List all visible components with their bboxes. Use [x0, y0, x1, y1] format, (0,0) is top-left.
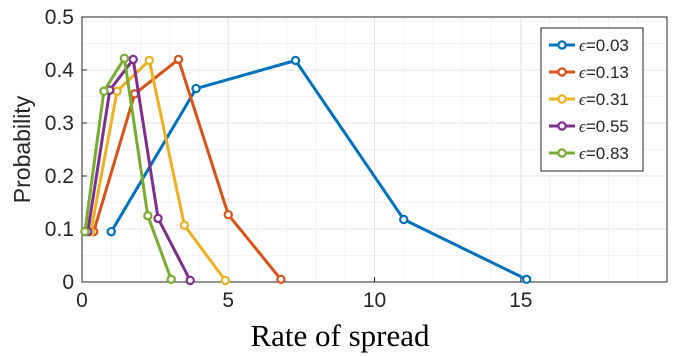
legend-label: ϵ=0.13	[579, 63, 629, 82]
x-axis-label: Rate of spread	[250, 318, 430, 353]
data-point	[521, 274, 532, 285]
data-point	[143, 211, 153, 221]
legend-marker	[557, 148, 567, 158]
data-point	[191, 83, 201, 94]
legend-item: ϵ=0.03	[549, 36, 629, 55]
legend-marker	[557, 40, 567, 50]
data-point	[276, 274, 286, 285]
data-point	[179, 220, 190, 230]
legend-item: ϵ=0.83	[549, 144, 629, 163]
data-point	[119, 53, 130, 64]
y-tick-label: 0.5	[45, 6, 74, 29]
x-tick-label: 15	[509, 289, 532, 312]
data-point	[166, 274, 176, 285]
data-point	[399, 214, 409, 225]
legend-label: ϵ=0.55	[579, 117, 629, 136]
y-axis-ticks: 0 0.1 0.2 0.3 0.4 0.5	[45, 6, 87, 294]
series-line	[92, 57, 283, 281]
legend-label: ϵ=0.03	[579, 36, 629, 55]
data-point	[173, 54, 184, 65]
y-tick-label: 0.2	[45, 165, 74, 188]
legend-item: ϵ=0.55	[549, 117, 629, 136]
data-point	[220, 275, 231, 286]
data-point	[112, 86, 122, 96]
y-axis-label: Probability	[9, 95, 35, 203]
series-1	[106, 55, 532, 285]
data-point	[185, 275, 195, 286]
y-tick-label: 0.3	[45, 112, 74, 135]
y-tick-label: 0.1	[45, 218, 74, 241]
legend-marker	[557, 67, 567, 77]
y-tick-label: 0.4	[45, 59, 75, 82]
data-point	[153, 213, 163, 224]
data-point	[128, 54, 138, 65]
legend-marker	[557, 94, 567, 104]
legend: ϵ=0.03 ϵ=0.13 ϵ=0.31 ϵ=0.55 ϵ=0.83	[540, 27, 644, 172]
data-point	[223, 209, 233, 220]
data-point	[290, 55, 301, 66]
x-tick-label: 10	[363, 289, 386, 312]
data-point	[106, 226, 116, 237]
y-tick-label: 0	[62, 271, 74, 294]
legend-marker	[557, 121, 567, 131]
x-tick-label: 5	[222, 289, 234, 312]
x-axis-ticks: 0 5 10 15	[76, 277, 532, 312]
data-point	[99, 86, 109, 96]
data-point	[80, 226, 90, 237]
legend-item: ϵ=0.13	[549, 63, 629, 82]
series-5	[80, 53, 176, 285]
series-layer	[80, 53, 532, 286]
legend-item: ϵ=0.31	[549, 90, 629, 109]
data-point	[144, 55, 154, 66]
x-tick-label: 0	[76, 289, 88, 312]
series-2	[88, 54, 286, 285]
legend-label: ϵ=0.31	[579, 90, 629, 109]
legend-label: ϵ=0.83	[579, 144, 629, 163]
